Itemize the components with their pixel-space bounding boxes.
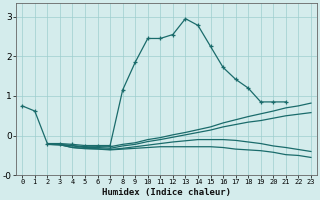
X-axis label: Humidex (Indice chaleur): Humidex (Indice chaleur) [102,188,231,197]
